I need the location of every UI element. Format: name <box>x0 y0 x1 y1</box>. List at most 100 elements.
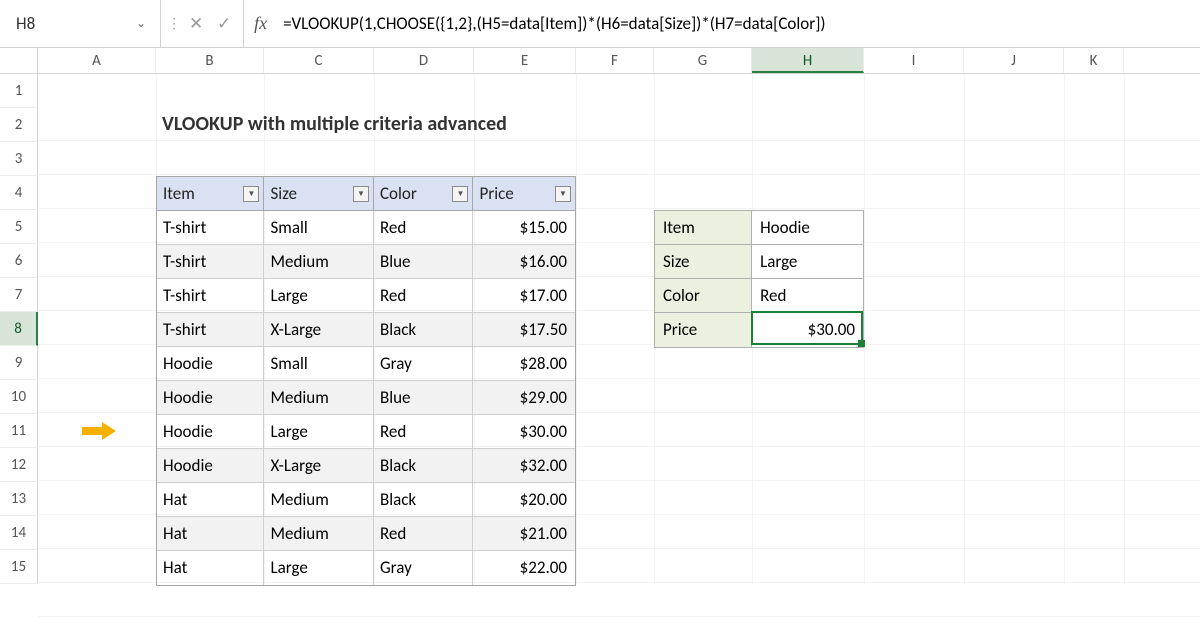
lookup-row: Price$30.00 <box>655 313 863 347</box>
row-header-4[interactable]: 4 <box>0 176 38 210</box>
fx-label-icon[interactable]: fx <box>244 13 277 34</box>
table-cell: $17.50 <box>473 313 575 346</box>
table-cell: Hoodie <box>157 347 264 380</box>
row-header-6[interactable]: 6 <box>0 244 38 278</box>
table-cell: Red <box>374 517 474 550</box>
lookup-value[interactable]: Hoodie <box>752 211 863 244</box>
table-row[interactable]: HatMediumRed$21.00 <box>157 517 575 551</box>
table-cell: T-shirt <box>157 245 264 278</box>
table-cell: $21.00 <box>473 517 575 550</box>
table-row[interactable]: HatLargeGray$22.00 <box>157 551 575 585</box>
table-cell: Hat <box>157 483 264 516</box>
worksheet: ABCDEFGHIJK 123456789101112131415 VLOOKU… <box>0 48 1200 584</box>
column-headers: ABCDEFGHIJK <box>0 48 1200 74</box>
table-cell: $32.00 <box>473 449 575 482</box>
table-cell: Hoodie <box>157 449 264 482</box>
row-header-8[interactable]: 8 <box>0 312 38 346</box>
filter-dropdown-icon[interactable]: ▼ <box>353 186 369 202</box>
table-header-size[interactable]: Size▼ <box>264 177 373 210</box>
table-row[interactable]: HoodieX-LargeBlack$32.00 <box>157 449 575 483</box>
table-row[interactable]: T-shirtMediumBlue$16.00 <box>157 245 575 279</box>
column-header-C[interactable]: C <box>264 48 374 73</box>
name-box-chevron-icon[interactable]: ⌄ <box>130 16 152 31</box>
table-header-color[interactable]: Color▼ <box>374 177 474 210</box>
select-all-corner[interactable] <box>0 48 38 73</box>
table-row[interactable]: T-shirtSmallRed$15.00 <box>157 211 575 245</box>
table-cell: $22.00 <box>473 551 575 585</box>
table-row[interactable]: HoodieSmallGray$28.00 <box>157 347 575 381</box>
row-header-1[interactable]: 1 <box>0 74 38 108</box>
accept-formula-icon[interactable]: ✓ <box>211 13 237 34</box>
column-header-A[interactable]: A <box>38 48 156 73</box>
lookup-label: Item <box>655 211 752 244</box>
row-header-5[interactable]: 5 <box>0 210 38 244</box>
lookup-value[interactable]: Large <box>752 245 863 278</box>
name-box-container: H8 ⌄ <box>0 0 161 47</box>
table-cell: Large <box>264 415 373 448</box>
row-header-2[interactable]: 2 <box>0 108 38 142</box>
filter-dropdown-icon[interactable]: ▼ <box>243 186 259 202</box>
row-header-3[interactable]: 3 <box>0 142 38 176</box>
table-cell: Medium <box>264 245 373 278</box>
filter-dropdown-icon[interactable]: ▼ <box>452 186 468 202</box>
row-header-13[interactable]: 13 <box>0 482 38 516</box>
table-row[interactable]: T-shirtLargeRed$17.00 <box>157 279 575 313</box>
table-cell: $20.00 <box>473 483 575 516</box>
table-cell: Small <box>264 347 373 380</box>
column-header-B[interactable]: B <box>156 48 264 73</box>
highlight-arrow-icon <box>82 422 118 440</box>
page-title: VLOOKUP with multiple criteria advanced <box>162 112 507 136</box>
table-cell: Large <box>264 279 373 312</box>
row-header-9[interactable]: 9 <box>0 346 38 380</box>
cancel-formula-icon[interactable]: ✕ <box>183 13 209 34</box>
table-header-price[interactable]: Price▼ <box>473 177 575 210</box>
row-header-11[interactable]: 11 <box>0 414 38 448</box>
row-header-15[interactable]: 15 <box>0 550 38 584</box>
name-box[interactable]: H8 <box>12 11 130 36</box>
filter-dropdown-icon[interactable]: ▼ <box>555 186 571 202</box>
formula-input[interactable]: =VLOOKUP(1,CHOOSE({1,2},(H5=data[Item])*… <box>277 11 1200 36</box>
column-header-E[interactable]: E <box>474 48 576 73</box>
table-cell: Hoodie <box>157 381 264 414</box>
table-cell: Hat <box>157 517 264 550</box>
formula-bar: H8 ⌄ ⋮ ✕ ✓ fx =VLOOKUP(1,CHOOSE({1,2},(H… <box>0 0 1200 48</box>
table-header-item[interactable]: Item▼ <box>157 177 264 210</box>
column-header-J[interactable]: J <box>964 48 1064 73</box>
table-cell: Hoodie <box>157 415 264 448</box>
row-header-7[interactable]: 7 <box>0 278 38 312</box>
row-header-10[interactable]: 10 <box>0 380 38 414</box>
table-row[interactable]: HatMediumBlack$20.00 <box>157 483 575 517</box>
table-cell: Black <box>374 483 474 516</box>
table-cell: X-Large <box>264 449 373 482</box>
table-cell: Medium <box>264 517 373 550</box>
lookup-value[interactable]: $30.00 <box>752 313 863 347</box>
column-header-K[interactable]: K <box>1064 48 1124 73</box>
table-row[interactable]: HoodieLargeRed$30.00 <box>157 415 575 449</box>
column-header-I[interactable]: I <box>864 48 964 73</box>
table-cell: Blue <box>374 381 474 414</box>
cell-grid[interactable]: VLOOKUP with multiple criteria advanced I… <box>38 74 1200 584</box>
formula-bar-buttons: ⋮ ✕ ✓ <box>161 0 244 47</box>
row-header-12[interactable]: 12 <box>0 448 38 482</box>
table-cell: X-Large <box>264 313 373 346</box>
formula-dots-icon: ⋮ <box>167 15 181 32</box>
row-headers: 123456789101112131415 <box>0 74 38 584</box>
table-cell: Red <box>374 279 474 312</box>
column-header-F[interactable]: F <box>576 48 654 73</box>
table-cell: $30.00 <box>473 415 575 448</box>
lookup-label: Color <box>655 279 752 312</box>
table-cell: Medium <box>264 483 373 516</box>
lookup-value[interactable]: Red <box>752 279 863 312</box>
column-header-H[interactable]: H <box>752 48 864 73</box>
table-cell: Red <box>374 415 474 448</box>
lookup-label: Price <box>655 313 752 347</box>
table-row[interactable]: T-shirtX-LargeBlack$17.50 <box>157 313 575 347</box>
table-cell: T-shirt <box>157 279 264 312</box>
table-cell: $28.00 <box>473 347 575 380</box>
table-cell: $15.00 <box>473 211 575 244</box>
data-table: Item▼Size▼Color▼Price▼T-shirtSmallRed$15… <box>156 176 576 586</box>
column-header-D[interactable]: D <box>374 48 474 73</box>
column-header-G[interactable]: G <box>654 48 752 73</box>
table-row[interactable]: HoodieMediumBlue$29.00 <box>157 381 575 415</box>
row-header-14[interactable]: 14 <box>0 516 38 550</box>
